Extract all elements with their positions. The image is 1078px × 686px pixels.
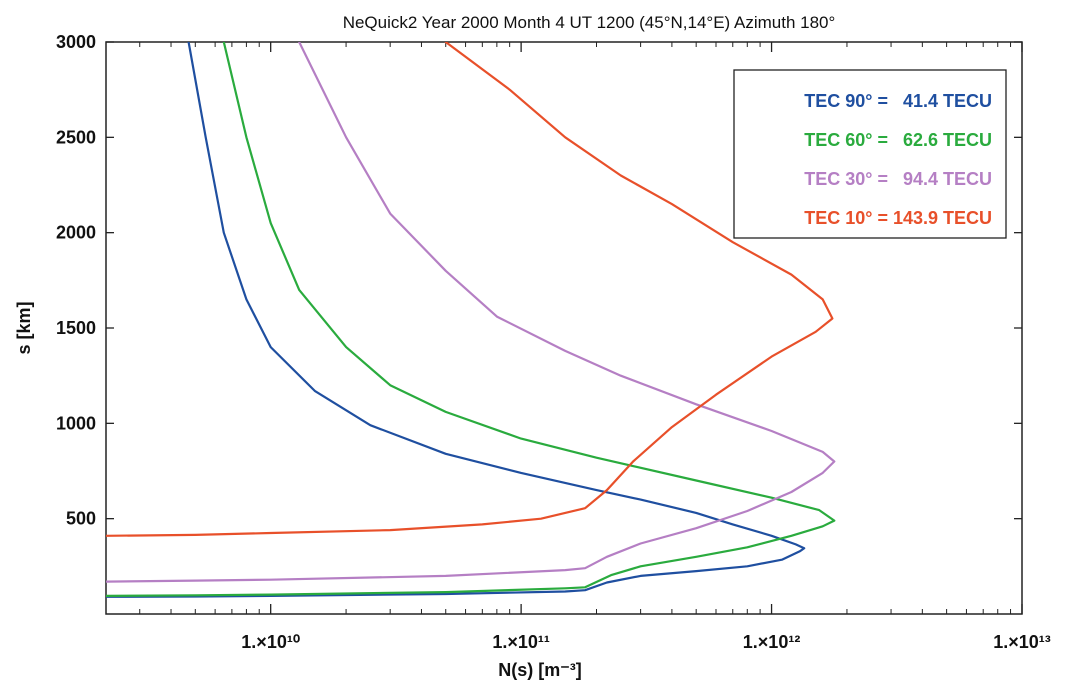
y-axis-label: s [km] bbox=[14, 301, 34, 354]
legend-entry: TEC 30° = 94.4 TECU bbox=[804, 169, 992, 189]
legend-entry: TEC 60° = 62.6 TECU bbox=[804, 130, 992, 150]
y-tick-label: 2000 bbox=[56, 223, 96, 243]
x-tick-label: 1.×10¹³ bbox=[993, 632, 1051, 652]
y-tick-label: 2500 bbox=[56, 127, 96, 147]
x-tick-label: 1.×10¹⁰ bbox=[241, 632, 300, 652]
x-tick-label: 1.×10¹² bbox=[743, 632, 801, 652]
legend-box bbox=[733, 69, 1007, 239]
chart-title: NeQuick2 Year 2000 Month 4 UT 1200 (45°N… bbox=[343, 13, 836, 32]
y-tick-label: 3000 bbox=[56, 32, 96, 52]
y-tick-label: 500 bbox=[66, 509, 96, 529]
series-line-3 bbox=[106, 42, 836, 583]
legend-entry: TEC 90° = 41.4 TECU bbox=[804, 91, 992, 111]
y-tick-label: 1000 bbox=[56, 413, 96, 433]
series-line-4 bbox=[106, 42, 834, 537]
x-axis-label: N(s) [m⁻³] bbox=[498, 660, 582, 680]
series-line-1 bbox=[106, 42, 806, 598]
y-tick-label: 1500 bbox=[56, 318, 96, 338]
x-tick-label: 1.×10¹¹ bbox=[492, 632, 550, 652]
series-line-2 bbox=[106, 42, 836, 597]
legend-entry: TEC 10° = 143.9 TECU bbox=[804, 208, 992, 228]
